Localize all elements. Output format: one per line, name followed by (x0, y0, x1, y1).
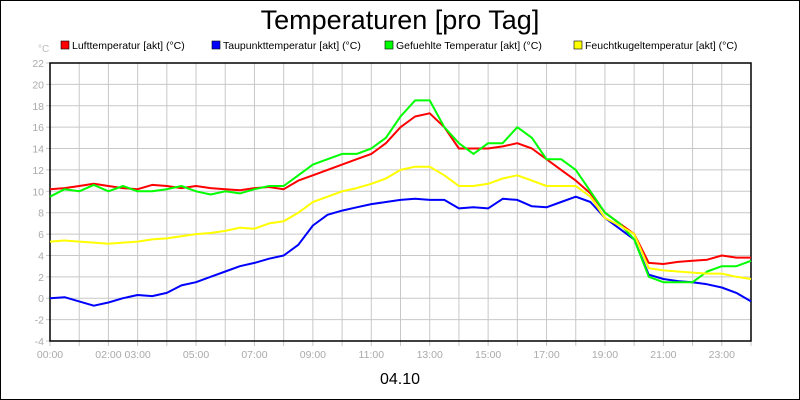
y-tick-label: 10 (32, 186, 44, 198)
y-tick-label: -2 (35, 315, 44, 327)
x-tick-label: 17:00 (533, 349, 559, 361)
y-axis-unit: °C (38, 44, 49, 55)
x-tick-label: 21:00 (650, 349, 676, 361)
x-tick-label: 02:00 (95, 349, 121, 361)
x-tick-label: 13:00 (417, 349, 443, 361)
x-tick-label: 05:00 (183, 349, 209, 361)
y-tick-label: 0 (38, 293, 44, 305)
legend-label: Lufttemperatur [akt] (°C) (72, 40, 185, 52)
chart-title: Temperaturen [pro Tag] (261, 5, 540, 35)
y-tick-label: 16 (32, 122, 44, 134)
legend-label: Taupunkttemperatur [akt] (°C) (223, 40, 361, 52)
series-line-4 (49, 165, 752, 280)
x-tick-label: 19:00 (592, 349, 618, 361)
plot-frame (49, 62, 752, 342)
y-tick-label: 6 (38, 229, 44, 241)
legend-swatch (573, 40, 583, 50)
x-tick-label: 09:00 (300, 349, 326, 361)
x-tick-label: 23:00 (709, 349, 735, 361)
legend-swatch (211, 40, 221, 50)
y-tick-label: -4 (35, 336, 44, 348)
legend-label: Feuchtkugeltemperatur [akt] (°C) (585, 40, 737, 52)
y-tick-label: 20 (32, 79, 44, 91)
x-tick-label: 15:00 (475, 349, 501, 361)
y-tick-label: 2 (38, 272, 44, 284)
x-tick-label: 00:00 (37, 349, 63, 361)
x-tick-label: 07:00 (241, 349, 267, 361)
y-tick-label: 12 (32, 165, 44, 177)
y-tick-label: 4 (38, 250, 44, 262)
legend-swatch (60, 40, 70, 50)
y-tick-label: 18 (32, 101, 44, 113)
legend-label: Gefuehlte Temperatur [akt] (°C) (396, 40, 542, 52)
y-tick-label: 22 (32, 58, 44, 70)
x-tick-label: 03:00 (124, 349, 150, 361)
series-line-3 (49, 99, 752, 284)
x-axis-label: 04.10 (380, 371, 420, 388)
legend-swatch (384, 40, 394, 50)
y-tick-label: 14 (32, 144, 44, 156)
y-tick-label: 8 (38, 208, 44, 220)
x-tick-label: 11:00 (359, 349, 385, 361)
